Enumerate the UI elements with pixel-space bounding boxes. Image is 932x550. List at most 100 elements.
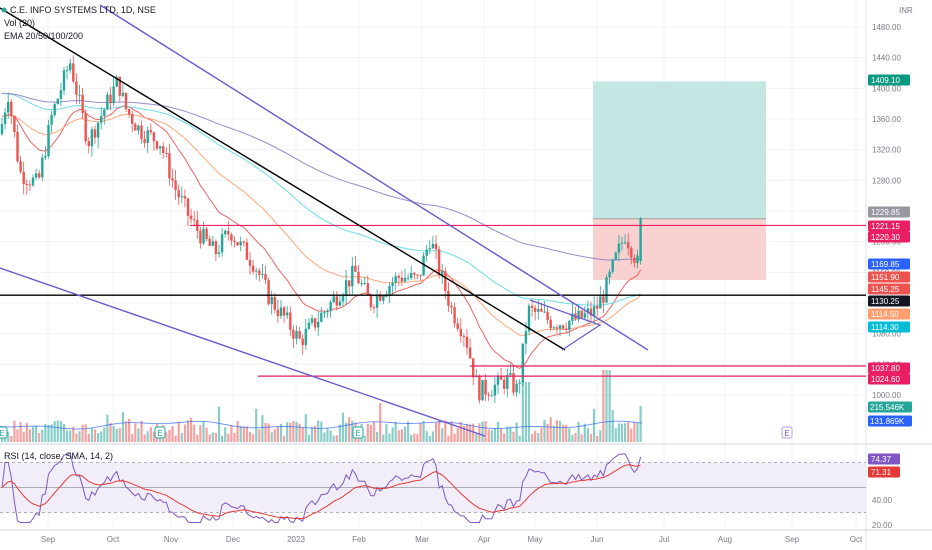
volume-bar bbox=[543, 419, 546, 442]
price-tag bbox=[868, 283, 910, 295]
earnings-event-marker[interactable] bbox=[352, 426, 364, 439]
candle-body bbox=[22, 171, 25, 184]
candle-body bbox=[75, 81, 78, 95]
time-tick-label: Sep bbox=[785, 535, 800, 544]
candle-body bbox=[341, 295, 345, 302]
volume-bar bbox=[611, 410, 614, 442]
candle-body bbox=[189, 215, 193, 220]
candle-body bbox=[152, 132, 156, 142]
candle-body bbox=[537, 308, 540, 312]
volume-bar bbox=[400, 429, 403, 442]
volume-bar bbox=[571, 434, 574, 442]
volume-bar bbox=[500, 428, 503, 442]
volume-bar bbox=[385, 424, 388, 442]
candle-body bbox=[103, 109, 106, 117]
volume-bar bbox=[639, 406, 642, 442]
downtrend-line-black[interactable] bbox=[0, 7, 566, 351]
candle-body bbox=[282, 307, 286, 316]
volume-bar bbox=[540, 427, 543, 442]
volume-bar bbox=[509, 426, 512, 442]
candle-body bbox=[521, 343, 524, 383]
price-tag-label: 1220.30 bbox=[871, 233, 900, 242]
candle-body bbox=[382, 296, 385, 301]
rsi-value-tag bbox=[868, 453, 900, 465]
downtrend-line-purple-lower[interactable] bbox=[0, 267, 486, 437]
candle-body bbox=[69, 63, 72, 71]
time-tick-label: Sep bbox=[41, 535, 56, 544]
candle-body bbox=[149, 130, 152, 133]
volume-bar bbox=[506, 426, 509, 442]
earnings-event-marker[interactable] bbox=[0, 426, 8, 439]
volume-bar bbox=[450, 421, 453, 442]
volume-bar bbox=[7, 431, 10, 442]
volume-bar bbox=[28, 429, 31, 442]
volume-bar bbox=[78, 431, 81, 442]
candle-body bbox=[93, 129, 97, 138]
candle-body bbox=[552, 327, 555, 329]
volume-bar bbox=[416, 434, 419, 442]
volume-bar bbox=[627, 421, 630, 442]
volume-bar bbox=[397, 430, 400, 442]
volume-bar bbox=[441, 428, 444, 442]
volume-bar bbox=[348, 417, 351, 442]
volume-bar bbox=[97, 433, 100, 442]
candle-body bbox=[174, 180, 177, 191]
candle-body bbox=[456, 323, 459, 329]
volume-bar bbox=[589, 433, 593, 442]
candle-body bbox=[453, 307, 456, 324]
volume-bar bbox=[496, 421, 500, 442]
volume-bar bbox=[44, 423, 47, 442]
earnings-event-marker[interactable] bbox=[154, 426, 166, 439]
downtrend-line-purple-upper[interactable] bbox=[99, 4, 649, 351]
candle-body bbox=[96, 122, 100, 138]
price-tag-label: 1114.30 bbox=[871, 323, 899, 332]
volume-bar bbox=[484, 421, 487, 442]
pennant-lines[interactable] bbox=[529, 299, 602, 351]
price-tag bbox=[868, 373, 910, 385]
candle-body bbox=[496, 375, 500, 385]
volume-bar bbox=[84, 424, 87, 442]
candle-body bbox=[220, 234, 224, 253]
candle-body bbox=[428, 248, 431, 250]
candle-body bbox=[202, 228, 205, 244]
earnings-event-marker[interactable] bbox=[781, 426, 793, 439]
candle-body bbox=[62, 70, 66, 91]
candle-body bbox=[410, 272, 413, 278]
volume-bar bbox=[217, 406, 221, 442]
candle-body bbox=[7, 101, 10, 113]
candle-body bbox=[329, 302, 332, 312]
volume-bar bbox=[152, 431, 155, 442]
volume-bars bbox=[0, 370, 643, 442]
candle-body bbox=[484, 379, 487, 395]
candle-body bbox=[158, 146, 162, 149]
volume-bar bbox=[608, 370, 611, 442]
drawing-lines[interactable] bbox=[0, 4, 866, 437]
time-tick-label: Jun bbox=[591, 535, 604, 544]
price-tag bbox=[868, 74, 910, 86]
candle-body bbox=[617, 243, 621, 253]
candle-body bbox=[608, 271, 611, 278]
time-tick-label: Mar bbox=[415, 535, 429, 544]
volume-bar bbox=[143, 434, 146, 442]
candle-body bbox=[437, 249, 441, 275]
volume-bar bbox=[186, 420, 190, 442]
volume-bar bbox=[56, 420, 59, 442]
candle-body bbox=[605, 277, 608, 303]
candle-body bbox=[630, 248, 633, 258]
candle-body bbox=[416, 274, 419, 276]
volume-bar bbox=[177, 421, 180, 442]
volume-bar bbox=[242, 426, 245, 442]
candle-body bbox=[211, 241, 214, 246]
time-tick-label: Oct bbox=[107, 535, 120, 544]
volume-bar bbox=[453, 433, 456, 442]
volume-bar bbox=[283, 435, 286, 442]
candle-body bbox=[286, 312, 289, 316]
volume-bar bbox=[602, 370, 605, 442]
volume-bar bbox=[295, 421, 298, 442]
candle-body bbox=[369, 294, 373, 308]
candle-body bbox=[106, 94, 109, 110]
target-zone[interactable] bbox=[593, 81, 766, 219]
volume-bar bbox=[93, 429, 97, 442]
